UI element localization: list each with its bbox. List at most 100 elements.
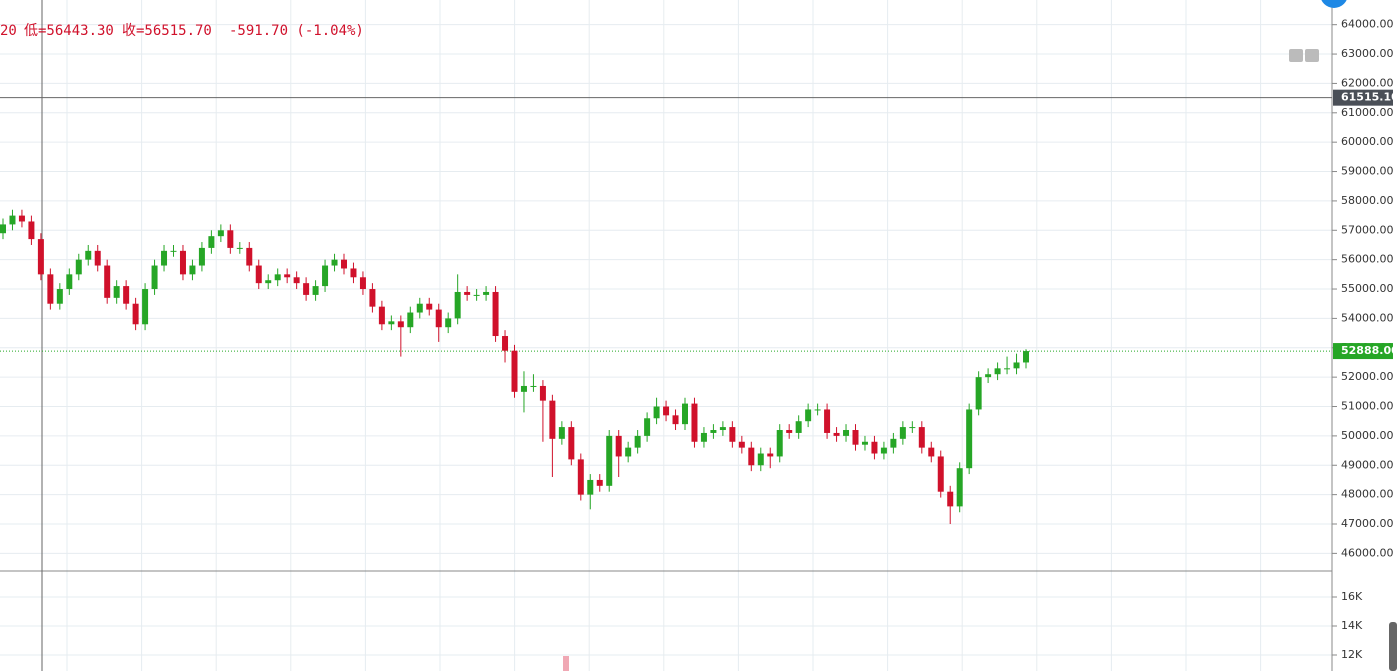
- y-tick-label: 48000.00: [1341, 488, 1394, 501]
- candle-body: [625, 447, 632, 457]
- candle-body: [558, 427, 565, 439]
- candle-body: [66, 274, 73, 290]
- candle-body: [577, 459, 584, 495]
- candle-body: [833, 432, 840, 436]
- candle-body: [805, 409, 812, 422]
- candle-body: [113, 286, 120, 298]
- volume-y-tick-label: 12K: [1341, 648, 1363, 661]
- candle-body: [975, 377, 982, 410]
- candle-body: [634, 435, 641, 448]
- candle-body: [520, 385, 527, 392]
- candle-body: [416, 303, 423, 313]
- candle-body: [123, 286, 130, 304]
- candle-body: [293, 277, 300, 284]
- candle-body: [341, 259, 347, 269]
- y-tick-label: 63000.00: [1341, 47, 1394, 60]
- candle-body: [966, 409, 973, 469]
- candle-body: [539, 385, 546, 401]
- candle-body: [483, 291, 490, 295]
- candle-body: [786, 430, 793, 433]
- crosshair-price-tag: [1333, 89, 1393, 106]
- candle-body: [748, 447, 755, 466]
- candle-body: [274, 274, 281, 281]
- candle-body: [75, 259, 82, 275]
- candle-body: [284, 274, 291, 278]
- candle-body: [729, 427, 736, 442]
- candle-body: [18, 215, 25, 222]
- y-tick-label: 55000.00: [1341, 282, 1394, 295]
- candle-body: [388, 321, 395, 325]
- candle-body: [170, 250, 177, 252]
- candle-body: [85, 250, 92, 260]
- candle-body: [151, 265, 158, 290]
- y-tick-label: 54000.00: [1341, 311, 1394, 324]
- y-tick-label: 50000.00: [1341, 429, 1394, 442]
- candle-body: [397, 321, 404, 328]
- candle-body: [909, 427, 916, 429]
- y-tick-label: 58000.00: [1341, 194, 1394, 207]
- candle-body: [596, 479, 603, 486]
- candle-body: [56, 289, 63, 304]
- candle-body: [511, 350, 518, 392]
- candle-body: [132, 303, 139, 325]
- y-tick-label: 61000.00: [1341, 106, 1394, 119]
- grid: [0, 0, 1332, 671]
- candle-body: [843, 430, 850, 436]
- candle-body: [795, 421, 802, 433]
- candle-body: [246, 247, 253, 266]
- candle-body: [710, 430, 717, 433]
- candle-body: [227, 230, 234, 248]
- scale-button[interactable]: [1305, 49, 1319, 62]
- candle-body: [682, 403, 688, 425]
- y-tick-label: 62000.00: [1341, 76, 1394, 89]
- candle-body: [378, 306, 385, 325]
- candle-body: [776, 430, 783, 457]
- candle-body: [331, 259, 338, 266]
- y-tick-label: 59000.00: [1341, 165, 1394, 178]
- candle-body: [880, 447, 887, 454]
- candle-body: [322, 265, 329, 287]
- candle-body: [28, 221, 35, 240]
- y-tick-label: 47000.00: [1341, 517, 1394, 530]
- header-low: 低=56443.30: [24, 23, 114, 39]
- candle-body: [189, 265, 196, 275]
- candle-body: [738, 441, 745, 448]
- candle-body: [928, 447, 935, 457]
- candle-body: [956, 468, 963, 507]
- candle-body: [142, 289, 149, 325]
- candle-body: [179, 250, 186, 275]
- y-tick-label: 52000.00: [1341, 370, 1394, 383]
- candle-body: [918, 427, 925, 448]
- candle-body: [615, 435, 622, 457]
- y-tick-label: 57000.00: [1341, 223, 1394, 236]
- candle-body: [814, 409, 821, 411]
- candle-body: [217, 230, 224, 237]
- header-close: 收=56515.70: [122, 23, 212, 39]
- candle-body: [407, 312, 414, 328]
- candle-body: [672, 415, 679, 425]
- header-date: 20: [0, 23, 17, 39]
- candle-body: [852, 430, 859, 445]
- y-tick-label: 64000.00: [1341, 18, 1394, 31]
- crosshair-price-label: 61515.10: [1341, 91, 1399, 104]
- volume-y-tick-label: 16K: [1341, 590, 1363, 603]
- y-tick-label: 60000.00: [1341, 135, 1394, 148]
- scroll-indicator: [1389, 622, 1397, 671]
- candle-body: [161, 250, 168, 266]
- y-tick-label: 46000.00: [1341, 546, 1394, 559]
- candle-body: [464, 291, 471, 295]
- candle-body: [265, 280, 272, 284]
- y-tick-label: 56000.00: [1341, 253, 1394, 266]
- menu-button[interactable]: [1320, 0, 1348, 8]
- collapse-button[interactable]: [1289, 49, 1303, 62]
- candle-body: [208, 236, 215, 248]
- candle-body: [303, 283, 310, 295]
- candle-body: [198, 247, 205, 266]
- candle-body: [994, 368, 1001, 375]
- candle-body: [37, 239, 44, 275]
- candle-body: [454, 291, 461, 319]
- candle-body: [104, 265, 111, 298]
- candle-body: [644, 418, 651, 436]
